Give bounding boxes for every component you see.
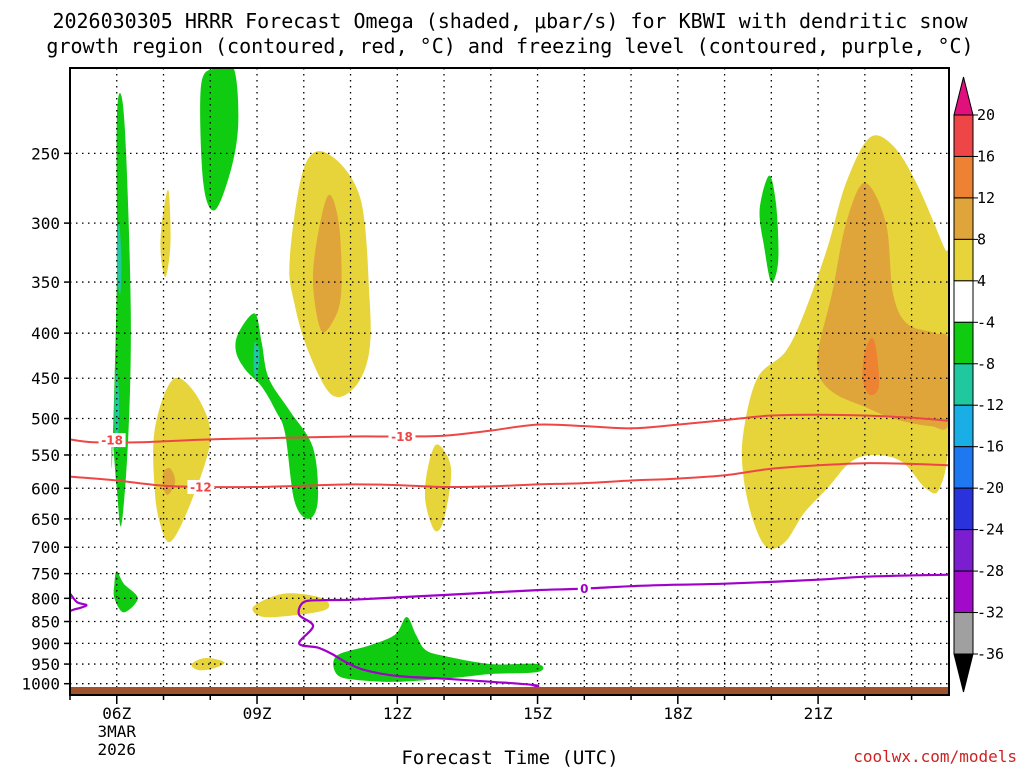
omega-region-4 (200, 68, 239, 211)
freezing-label-0: 0 (580, 582, 588, 596)
colorbar-label-8: -16 (977, 438, 1004, 456)
dgz-label-1: -18 (391, 430, 413, 444)
x-tick-label-06Z: 06Z (102, 704, 131, 723)
colorbar-label-0: 20 (977, 106, 995, 124)
colorbar-label-13: -36 (977, 645, 1004, 663)
dgz-contour--18 (70, 413, 949, 444)
colorbar-box-5 (953, 280, 974, 323)
dgz-label-1-bg (388, 429, 416, 444)
colorbar-box-10 (953, 487, 974, 531)
colorbar-label-2: 12 (977, 189, 995, 207)
y-tick-label-950: 950 (31, 655, 60, 674)
y-tick-label-750: 750 (31, 565, 60, 584)
colorbar-label-10: -24 (977, 521, 1004, 539)
ground-surface (70, 687, 949, 695)
y-tick-label-1000: 1000 (21, 675, 60, 694)
y-tick-label-800: 800 (31, 589, 60, 608)
x-tick-label-21Z: 21Z (804, 704, 833, 723)
chart-title-line1: 2026030305 HRRR Forecast Omega (shaded, … (52, 9, 968, 33)
colorbar-label-12: -32 (977, 604, 1004, 622)
freezing-contour-0 (297, 573, 949, 693)
colorbar-bottom-arrow (953, 653, 974, 693)
colorbar-box-4 (953, 238, 974, 282)
chart-title-line2: growth region (contoured, red, °C) and f… (46, 34, 973, 58)
omega-region-18 (817, 182, 949, 430)
dgz-label-0-bg (98, 433, 126, 448)
omega-region-13 (252, 593, 330, 618)
colorbar-label-9: -20 (977, 479, 1004, 497)
x-tick-date: 3MAR (97, 722, 136, 741)
colorbar: 20 16 12 8 4 -4 -8 -12 -16 -20 -24 -28 -32 -36 (953, 76, 1004, 693)
colorbar-label-1: 16 (977, 147, 995, 165)
y-tick-label-300: 300 (31, 214, 60, 233)
watermark: coolwx.com/models (853, 747, 1017, 766)
y-tick-label-600: 600 (31, 479, 60, 498)
x-tick-label-18Z: 18Z (663, 704, 692, 723)
omega-region-1 (116, 222, 122, 294)
y-tick-label-550: 550 (31, 446, 60, 465)
x-tick-label-09Z: 09Z (243, 704, 272, 723)
colorbar-box-6 (953, 321, 974, 365)
x-axis-label: Forecast Time (UTC) (401, 747, 618, 768)
colorbar-top-arrow (953, 76, 974, 116)
colorbar-label-7: -12 (977, 396, 1004, 414)
colorbar-label-4: 4 (977, 272, 986, 290)
dgz-label-0: -18 (101, 434, 123, 448)
freezing-label-0-bg (577, 581, 591, 596)
colorbar-box-13 (953, 612, 974, 655)
omega-region-14 (191, 657, 225, 671)
colorbar-label-5: -4 (977, 313, 995, 331)
dgz-label-2: -12 (190, 480, 212, 494)
colorbar-label-3: 8 (977, 230, 986, 248)
colorbar-box-7 (953, 363, 974, 406)
y-tick-label-500: 500 (31, 410, 60, 429)
y-tick-label-650: 650 (31, 510, 60, 529)
y-tick-label-400: 400 (31, 324, 60, 343)
y-tick-label-700: 700 (31, 538, 60, 557)
y-tick-label-850: 850 (31, 613, 60, 632)
colorbar-label-6: -8 (977, 355, 995, 373)
colorbar-box-2 (953, 155, 974, 199)
contour-lines: -18 -18 -12 0 (70, 413, 949, 693)
colorbar-box-12 (953, 570, 974, 614)
plot-frame (69, 67, 950, 696)
y-tick-label-450: 450 (31, 369, 60, 388)
x-tick-label-15Z: 15Z (523, 704, 552, 723)
x-tick-year: 2026 (97, 740, 136, 759)
colorbar-label-11: -28 (977, 562, 1004, 580)
colorbar-box-1 (953, 114, 974, 157)
y-tick-label-900: 900 (31, 634, 60, 653)
colorbar-box-8 (953, 404, 974, 448)
colorbar-box-11 (953, 529, 974, 572)
colorbar-box-9 (953, 446, 974, 489)
y-tick-label-250: 250 (31, 144, 60, 163)
dgz-label-2-bg (187, 479, 215, 494)
y-axis: 250 300 350 400 450 500 550 600 650 700 750 800 850 9… (21, 144, 70, 694)
gridlines (70, 68, 949, 695)
omega-region-16 (759, 175, 779, 283)
x-tick-label-12Z: 12Z (383, 704, 412, 723)
colorbar-box-3 (953, 197, 974, 240)
omega-region-6 (253, 341, 260, 380)
omega-region-12 (424, 444, 452, 532)
omega-region-3 (113, 571, 138, 613)
y-tick-label-350: 350 (31, 273, 60, 292)
omega-region-19 (862, 337, 880, 396)
omega-region-11 (312, 194, 342, 333)
omega-region-15 (333, 617, 544, 682)
